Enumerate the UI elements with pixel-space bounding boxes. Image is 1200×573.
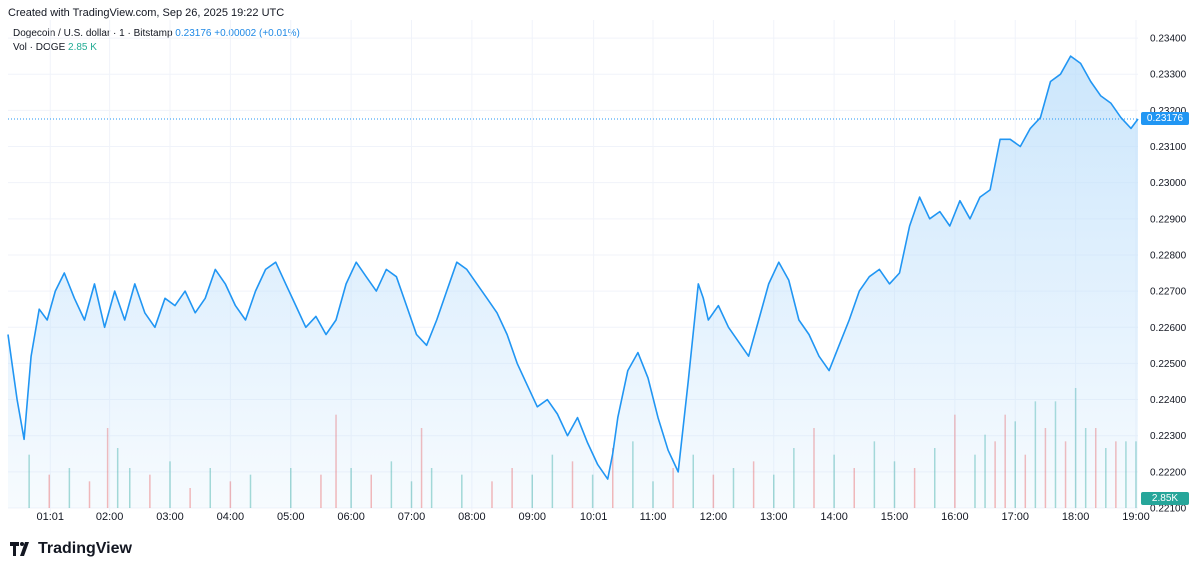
y-tick-label: 0.23000 [1150,178,1187,189]
x-tick-label: 04:00 [217,511,245,523]
y-tick-label: 0.23300 [1150,70,1187,81]
x-tick-label: 12:00 [700,511,728,523]
volume-value: 2.85 K [68,42,97,53]
x-tick-label: 18:00 [1062,511,1090,523]
y-tick-label: 0.23200 [1150,106,1187,117]
y-tick-label: 0.22400 [1150,395,1187,406]
created-caption: Created with TradingView.com, Sep 26, 20… [8,7,285,19]
x-tick-label: 07:00 [398,511,426,523]
y-tick-label: 0.22800 [1150,250,1187,261]
x-tick-label: 02:00 [96,511,124,523]
volume-label: Vol · DOGE [13,42,66,53]
y-tick-label: 0.22200 [1150,467,1187,478]
x-tick-label: 13:00 [760,511,788,523]
x-tick-label: 09:00 [518,511,546,523]
x-tick-label: 08:00 [458,511,486,523]
x-tick-label: 19:00 [1122,511,1150,523]
x-tick-label: 10:01 [580,511,608,523]
price-change: +0.00002 (+0.01%) [214,28,300,39]
tradingview-wordmark: TradingView [38,540,132,557]
price-area-fill [8,56,1138,508]
y-tick-label: 0.23100 [1150,142,1187,153]
volume-legend: Vol · DOGE 2.85 K [13,42,97,53]
last-price: 0.23176 [175,28,212,39]
y-tick-label: 0.23400 [1150,34,1187,45]
y-tick-label: 0.22300 [1150,431,1187,442]
symbol-legend: Dogecoin / U.S. dollar · 1 · Bitstamp 0.… [13,28,300,39]
y-tick-label: 0.22100 [1150,504,1187,515]
x-tick-label: 03:00 [156,511,184,523]
tradingview-icon [10,542,29,556]
y-tick-label: 0.22900 [1150,214,1187,225]
symbol-name: Dogecoin / U.S. dollar · 1 · Bitstamp [13,28,173,39]
y-tick-label: 0.22700 [1150,287,1187,298]
last-price-tag: 0.23176 [1141,112,1189,126]
x-tick-label: 01:01 [36,511,64,523]
x-tick-label: 14:00 [820,511,848,523]
x-tick-label: 11:00 [640,511,667,523]
x-tick-label: 17:00 [1001,511,1029,523]
x-tick-label: 15:00 [881,511,909,523]
y-tick-label: 0.22500 [1150,359,1187,370]
x-tick-label: 16:00 [941,511,969,523]
x-tick-label: 06:00 [337,511,365,523]
last-volume-tag: 2.85K [1141,492,1189,505]
price-line [7,55,1139,480]
tradingview-logo[interactable]: TradingView [10,540,132,558]
y-tick-label: 0.22600 [1150,323,1187,334]
x-tick-label: 05:00 [277,511,305,523]
